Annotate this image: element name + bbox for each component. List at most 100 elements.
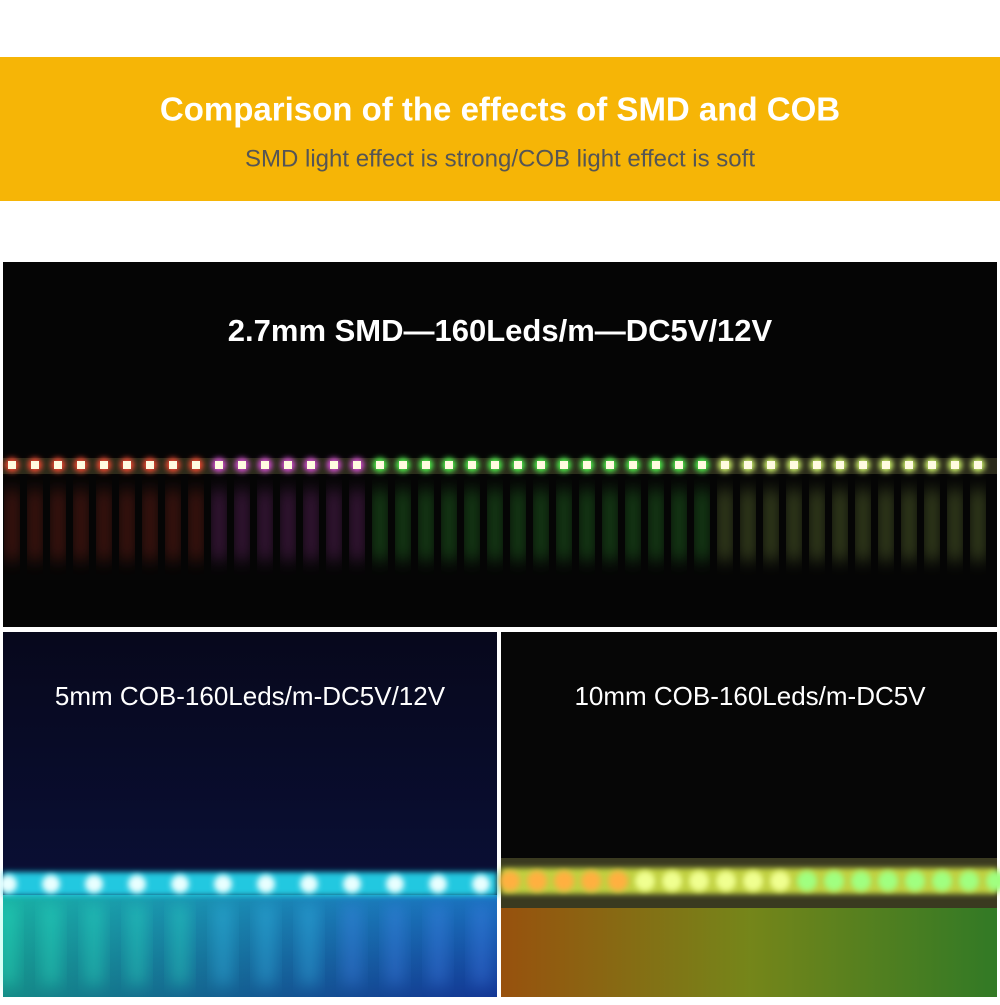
- reflection: [169, 490, 177, 560]
- led: [514, 461, 522, 469]
- reflection: [192, 490, 200, 560]
- smd-panel: [3, 262, 997, 627]
- reflection: [905, 490, 913, 560]
- led: [8, 461, 16, 469]
- reflection: [813, 490, 821, 560]
- reflection: [31, 490, 39, 560]
- led: [0, 875, 17, 893]
- reflection: [974, 490, 982, 560]
- led: [85, 875, 103, 893]
- led: [300, 875, 318, 893]
- reflection: [344, 905, 360, 985]
- led: [500, 871, 520, 891]
- led: [330, 461, 338, 469]
- reflection: [399, 490, 407, 560]
- led: [257, 875, 275, 893]
- led: [422, 461, 430, 469]
- reflection: [258, 905, 274, 985]
- reflection: [430, 905, 446, 985]
- led: [581, 871, 601, 891]
- panel-label: 5mm COB-160Leds/m-DC5V/12V: [55, 681, 446, 711]
- led: [560, 461, 568, 469]
- reflection: [238, 490, 246, 560]
- led: [608, 871, 628, 891]
- led: [472, 875, 490, 893]
- reflection: [928, 490, 936, 560]
- led: [31, 461, 39, 469]
- reflection: [215, 490, 223, 560]
- led: [905, 871, 925, 891]
- reflection: [514, 490, 522, 560]
- led: [662, 871, 682, 891]
- led: [851, 871, 871, 891]
- reflection: [301, 905, 317, 985]
- led: [171, 875, 189, 893]
- reflection: [882, 490, 890, 560]
- reflection: [473, 905, 489, 985]
- led: [716, 871, 736, 891]
- reflection: [284, 490, 292, 560]
- led: [974, 461, 982, 469]
- reflection: [146, 490, 154, 560]
- led: [77, 461, 85, 469]
- led: [429, 875, 447, 893]
- header-band: [0, 57, 1000, 201]
- reflection: [491, 490, 499, 560]
- reflection: [629, 490, 637, 560]
- led: [951, 461, 959, 469]
- reflection: [172, 905, 188, 985]
- led: [468, 461, 476, 469]
- panel-label: 2.7mm SMD—160Leds/m—DC5V/12V: [228, 313, 773, 348]
- header-title: Comparison of the effects of SMD and COB: [160, 91, 840, 128]
- reflection: [215, 905, 231, 985]
- led: [42, 875, 60, 893]
- led: [386, 875, 404, 893]
- led: [770, 871, 790, 891]
- reflection: [129, 905, 145, 985]
- reflection: [951, 490, 959, 560]
- led: [675, 461, 683, 469]
- led: [353, 461, 361, 469]
- reflection: [652, 490, 660, 560]
- led: [652, 461, 660, 469]
- reflection: [468, 490, 476, 560]
- led: [54, 461, 62, 469]
- reflection: [376, 490, 384, 560]
- reflection: [537, 490, 545, 560]
- led: [146, 461, 154, 469]
- led: [537, 461, 545, 469]
- led: [527, 871, 547, 891]
- led: [928, 461, 936, 469]
- cob10-reflection: [501, 905, 997, 997]
- led: [959, 871, 979, 891]
- reflection: [744, 490, 752, 560]
- cob10-strip: [500, 868, 1000, 894]
- led: [376, 461, 384, 469]
- reflection: [698, 490, 706, 560]
- reflection: [0, 905, 16, 985]
- panel-label: 10mm COB-160Leds/m-DC5V: [574, 681, 926, 711]
- cob5-reflection-tint: [3, 895, 497, 997]
- led: [169, 461, 177, 469]
- led: [797, 871, 817, 891]
- led: [491, 461, 499, 469]
- reflection: [721, 490, 729, 560]
- reflection: [767, 490, 775, 560]
- reflection: [560, 490, 568, 560]
- reflection: [422, 490, 430, 560]
- led: [932, 871, 952, 891]
- reflection: [353, 490, 361, 560]
- led: [583, 461, 591, 469]
- reflection: [77, 490, 85, 560]
- reflection: [261, 490, 269, 560]
- led: [743, 871, 763, 891]
- led: [689, 871, 709, 891]
- led: [307, 461, 315, 469]
- reflection: [583, 490, 591, 560]
- reflection: [790, 490, 798, 560]
- led: [343, 875, 361, 893]
- led: [824, 871, 844, 891]
- led: [554, 871, 574, 891]
- led: [192, 461, 200, 469]
